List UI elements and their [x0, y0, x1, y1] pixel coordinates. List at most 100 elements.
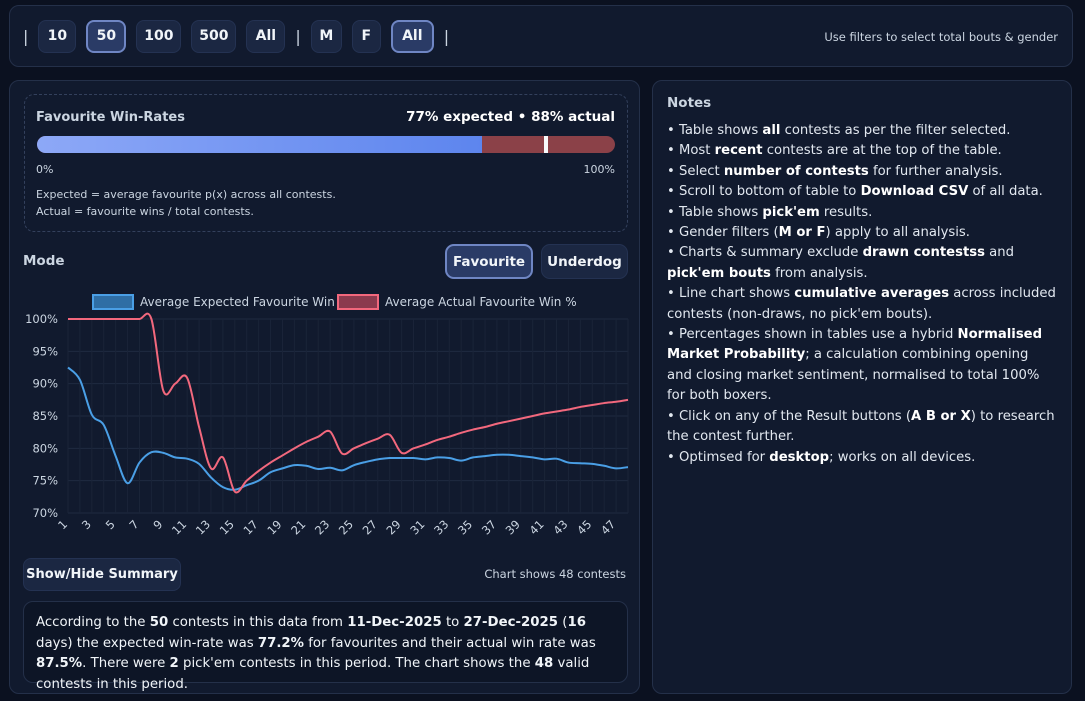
x-tick-label: 27 — [360, 517, 380, 537]
note-bold-text: pick'em bouts — [667, 265, 771, 281]
note-text: from analysis. — [770, 265, 868, 281]
separator: | — [295, 26, 301, 46]
actual-series-line — [67, 312, 629, 494]
x-tick-label: 43 — [550, 517, 570, 537]
note-item: • Scroll to bottom of table to Download … — [667, 182, 1057, 202]
note-bold-text: Download CSV — [860, 184, 969, 200]
x-tick-label: 21 — [288, 517, 308, 537]
note-text: ) to research the contest further. — [667, 408, 1055, 445]
y-tick-label: 75% — [32, 474, 58, 488]
note-item: • Table shows pick'em results. — [667, 203, 1057, 223]
chart-contest-count: Chart shows 48 contests — [484, 567, 626, 581]
count-filter-100-button[interactable]: 100 — [136, 19, 182, 53]
note-text: for further analysis. — [868, 163, 1003, 179]
note-text: • Table shows — [667, 123, 763, 138]
legend-swatch — [92, 294, 134, 310]
summary-bold-text: 77.2% — [257, 635, 305, 651]
expected-win-rate-fill — [37, 136, 483, 153]
summary-text: to — [441, 615, 464, 630]
note-bold-text: cumulative averages — [794, 286, 950, 302]
summary-text: for favourites and their actual win rate… — [304, 635, 596, 651]
note-bold-text: Normalised Market Probability — [667, 327, 1043, 363]
x-tick-label: 47 — [598, 517, 618, 537]
y-tick-label: 70% — [32, 506, 58, 520]
count-filter-500-button[interactable]: 500 — [191, 19, 237, 53]
x-tick-label: 35 — [455, 517, 475, 537]
x-tick-label: 37 — [479, 517, 499, 537]
note-text: • Charts & summary exclude — [667, 245, 863, 261]
note-text: • Optimsed for — [667, 449, 770, 465]
note-text: • Select — [667, 163, 724, 179]
x-tick-label: 1 — [55, 517, 70, 532]
gender-filter-all-button[interactable]: All — [390, 19, 434, 53]
summary-text: According to the 50 contests in this dat… — [23, 601, 628, 692]
win-rates-card: Favourite Win-Rates 77% expected • 88% a… — [24, 94, 628, 232]
summary-text: ( — [558, 615, 568, 630]
gender-filter-f-button[interactable]: F — [351, 19, 381, 53]
note-bold-text: pick'em — [762, 204, 820, 220]
legend-label: Average Expected Favourite Win % — [140, 295, 350, 309]
count-filter-10-button[interactable]: 10 — [38, 19, 77, 53]
note-bold-text: A B or X — [911, 408, 971, 424]
summary-bold-text: 27-Dec-2025 — [463, 615, 559, 630]
summary-text: contests in this data from — [168, 615, 348, 630]
win-rate-line-chart: 70%75%80%85%90%95%100%1 3 5 7 9 11 13 15 17 19 21 2… — [25, 294, 629, 537]
notes-panel: Notes • Table shows all contests as per … — [652, 80, 1072, 694]
x-tick-label: 17 — [241, 517, 261, 537]
filter-hint: Use filters to select total bouts & gend… — [824, 30, 1058, 44]
note-bold-text: drawn contestss — [862, 245, 985, 261]
legend-swatch — [337, 294, 379, 310]
note-item: • Optimsed for desktop; works on all dev… — [667, 448, 1057, 468]
gender-filter-m-button[interactable]: M — [310, 19, 342, 53]
summary-bold-text: 2 — [169, 656, 179, 671]
bar-min-label: 0% — [36, 163, 54, 176]
x-tick-label: 23 — [312, 517, 332, 537]
x-tick-label: 3 — [79, 517, 94, 532]
note-bold-text: number of contests — [723, 163, 869, 179]
note-bold-text: recent — [714, 143, 763, 159]
note-text: ; a calculation combining opening and cl… — [667, 347, 1040, 404]
x-tick-label: 9 — [150, 517, 165, 532]
bar-max-label: 100% — [583, 163, 615, 176]
win-rate-bar — [37, 136, 615, 153]
note-bold-text: M or F — [778, 225, 826, 241]
x-tick-label: 11 — [169, 517, 189, 537]
note-item: • Click on any of the Result buttons (A … — [667, 407, 1057, 448]
win-rates-summary: 77% expected • 88% actual — [406, 109, 615, 125]
x-tick-label: 25 — [336, 517, 356, 537]
note-item: • Percentages shown in tables use a hybr… — [667, 325, 1057, 407]
legend-label: Average Actual Favourite Win % — [385, 295, 577, 309]
x-tick-label: 7 — [127, 517, 142, 532]
note-item: • Table shows all contests as per the fi… — [667, 121, 1057, 141]
note-item: • Charts & summary exclude drawn contest… — [667, 243, 1057, 284]
win-rates-title: Favourite Win-Rates — [36, 110, 185, 125]
note-text: • Table shows — [667, 204, 763, 220]
note-text: contests as per the filter selected. — [780, 123, 1011, 138]
note-text: • Click on any of the Result buttons ( — [667, 408, 912, 424]
note-item: • Gender filters (M or F) apply to all a… — [667, 223, 1057, 243]
count-filter-all-button[interactable]: All — [246, 19, 286, 53]
favourite-mode-button[interactable]: Favourite — [445, 244, 533, 279]
count-filter-50-button[interactable]: 50 — [86, 19, 127, 53]
notes-title: Notes — [667, 95, 712, 111]
note-text: • Line chart shows — [667, 286, 795, 302]
separator: | — [23, 26, 29, 46]
show-hide-summary-button[interactable]: Show/Hide Summary — [23, 558, 181, 591]
summary-text: pick'em contests in this period. The cha… — [178, 656, 535, 671]
note-bold-text: desktop — [769, 449, 830, 465]
note-text: results. — [819, 204, 873, 220]
y-tick-label: 100% — [25, 312, 58, 326]
note-text: of all data. — [968, 184, 1043, 200]
summary-bold-text: 48 — [534, 656, 554, 671]
expected-series-line — [67, 366, 629, 491]
underdog-mode-button[interactable]: Underdog — [541, 244, 628, 279]
note-item: • Line chart shows cumulative averages a… — [667, 284, 1057, 325]
y-tick-label: 85% — [32, 409, 58, 423]
filter-bar: | 10 50 100 500 All | M F All | Use filt… — [9, 5, 1073, 67]
note-text: • Percentages shown in tables use a hybr… — [667, 327, 958, 343]
x-tick-label: 5 — [103, 517, 118, 532]
x-tick-label: 31 — [407, 517, 427, 537]
x-tick-label: 39 — [503, 517, 523, 537]
note-bold-text: all — [762, 123, 781, 138]
x-tick-label: 13 — [193, 517, 213, 537]
